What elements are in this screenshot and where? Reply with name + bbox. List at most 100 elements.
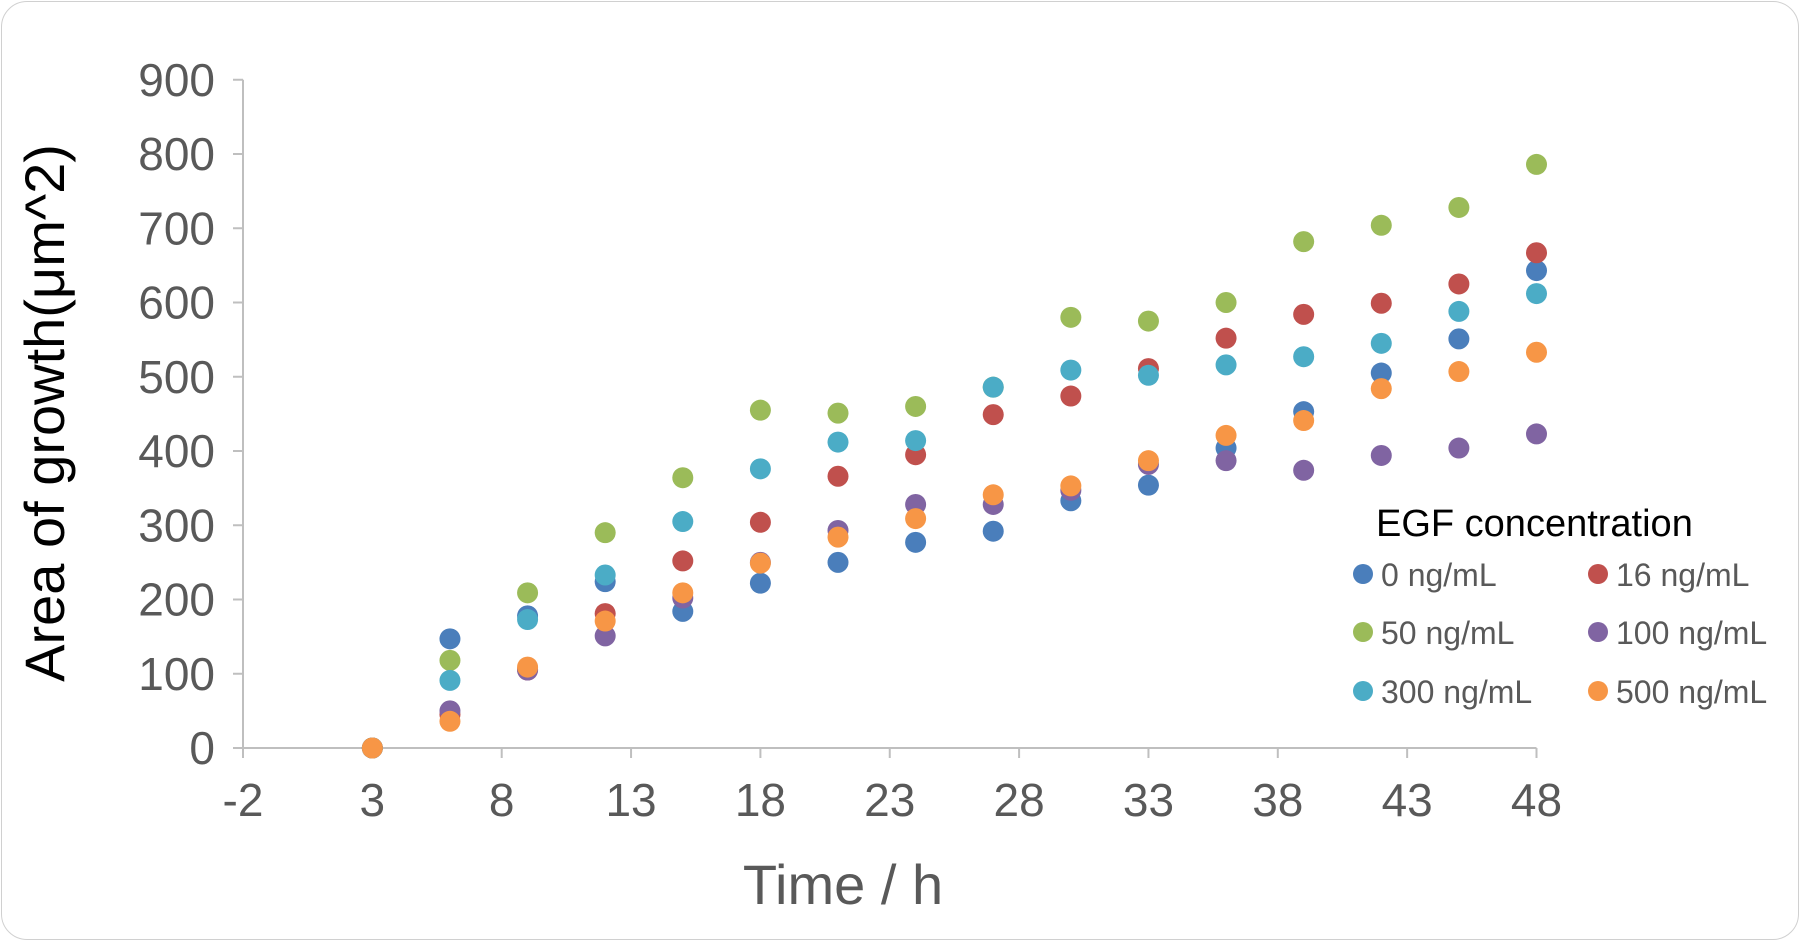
y-tick-label: 400 bbox=[138, 425, 215, 477]
data-point bbox=[1060, 359, 1082, 381]
data-point bbox=[1215, 292, 1237, 313]
y-tick-label: 500 bbox=[138, 351, 215, 403]
y-tick-label: 200 bbox=[138, 574, 215, 626]
x-tick-label: 8 bbox=[489, 774, 515, 826]
data-point bbox=[1293, 346, 1315, 368]
series-300-ng-ml bbox=[361, 283, 1547, 759]
data-point bbox=[439, 649, 461, 671]
data-point bbox=[1448, 328, 1470, 350]
series-16-ng-ml bbox=[361, 242, 1547, 759]
legend-label: 300 ng/mL bbox=[1381, 674, 1532, 710]
y-tick-label: 600 bbox=[138, 277, 215, 329]
legend-title: EGF concentration bbox=[1376, 503, 1693, 545]
y-tick-label: 700 bbox=[138, 202, 215, 254]
y-tick-label: 900 bbox=[138, 54, 215, 106]
data-point bbox=[982, 376, 1004, 398]
data-point bbox=[905, 430, 927, 452]
x-tick-label: 18 bbox=[735, 774, 786, 826]
x-tick-label: 33 bbox=[1123, 774, 1174, 826]
data-point bbox=[1526, 242, 1547, 264]
legend-marker bbox=[1588, 681, 1608, 701]
legend-label: 100 ng/mL bbox=[1616, 615, 1767, 651]
data-point bbox=[827, 431, 849, 453]
data-point bbox=[517, 582, 539, 604]
series-100-ng-ml bbox=[361, 423, 1547, 759]
legend-marker bbox=[1588, 622, 1608, 642]
y-tick-label: 800 bbox=[138, 128, 215, 180]
x-axis-title: Time / h bbox=[743, 853, 943, 916]
data-point bbox=[672, 467, 694, 489]
data-point bbox=[827, 402, 849, 424]
data-point bbox=[1526, 283, 1547, 305]
data-point bbox=[672, 511, 694, 533]
x-tick-label: 3 bbox=[360, 774, 386, 826]
data-point bbox=[749, 552, 771, 574]
x-tick-label: -2 bbox=[223, 774, 264, 826]
data-point bbox=[1293, 303, 1315, 325]
y-tick-label: 0 bbox=[189, 722, 215, 774]
y-axis-title: Area of growth(μm^2) bbox=[13, 144, 76, 682]
x-tick-label: 23 bbox=[864, 774, 915, 826]
data-point bbox=[827, 526, 849, 548]
data-point bbox=[1526, 260, 1547, 282]
data-point bbox=[439, 628, 461, 650]
data-point bbox=[1526, 153, 1547, 175]
data-point bbox=[1370, 378, 1392, 400]
legend-marker bbox=[1353, 681, 1373, 701]
data-point bbox=[1370, 444, 1392, 466]
x-tick-label: 28 bbox=[994, 774, 1045, 826]
y-tick-label: 100 bbox=[138, 648, 215, 700]
legend-label: 50 ng/mL bbox=[1381, 615, 1514, 651]
data-point bbox=[672, 582, 694, 604]
data-point bbox=[1293, 231, 1315, 253]
legend-marker bbox=[1353, 564, 1373, 584]
data-point bbox=[517, 609, 539, 631]
data-point bbox=[1448, 361, 1470, 383]
data-point bbox=[749, 458, 771, 480]
legend-marker bbox=[1588, 564, 1608, 584]
data-point bbox=[594, 625, 616, 647]
data-point bbox=[594, 522, 616, 544]
y-tick-label: 300 bbox=[138, 499, 215, 551]
data-point bbox=[1526, 423, 1547, 445]
data-point bbox=[1060, 306, 1082, 328]
data-point bbox=[1370, 362, 1392, 384]
data-point bbox=[749, 399, 771, 421]
series-500-ng-ml bbox=[361, 341, 1547, 759]
data-point bbox=[827, 551, 849, 573]
series-50-ng-ml bbox=[361, 153, 1547, 759]
data-point bbox=[982, 520, 1004, 542]
data-point bbox=[1293, 459, 1315, 481]
data-point bbox=[672, 550, 694, 572]
data-point bbox=[439, 710, 461, 732]
x-tick-label: 13 bbox=[605, 774, 656, 826]
data-point bbox=[517, 656, 539, 678]
data-point bbox=[594, 610, 616, 632]
data-point bbox=[1137, 450, 1159, 472]
data-points bbox=[361, 153, 1547, 759]
data-point bbox=[1448, 273, 1470, 295]
data-point bbox=[1370, 332, 1392, 354]
data-point bbox=[827, 465, 849, 487]
data-point bbox=[982, 404, 1004, 426]
data-point bbox=[361, 737, 383, 759]
data-point bbox=[1215, 354, 1237, 376]
data-point bbox=[1137, 310, 1159, 332]
legend-label: 16 ng/mL bbox=[1616, 557, 1749, 593]
data-point bbox=[594, 564, 616, 586]
data-point bbox=[982, 484, 1004, 506]
data-point bbox=[1370, 292, 1392, 314]
data-point bbox=[1215, 327, 1237, 349]
data-point bbox=[905, 531, 927, 553]
axes: 0 100 200 300 400 500 600 700 800 900 -2 3 8 13 18 23 28… bbox=[138, 54, 1562, 826]
data-point bbox=[1215, 450, 1237, 472]
data-point bbox=[1137, 364, 1159, 386]
legend-marker bbox=[1353, 622, 1373, 642]
data-point bbox=[1448, 196, 1470, 218]
data-point bbox=[1215, 424, 1237, 446]
legend-label: 0 ng/mL bbox=[1381, 557, 1497, 593]
data-point bbox=[905, 508, 927, 530]
x-tick-label: 43 bbox=[1382, 774, 1433, 826]
